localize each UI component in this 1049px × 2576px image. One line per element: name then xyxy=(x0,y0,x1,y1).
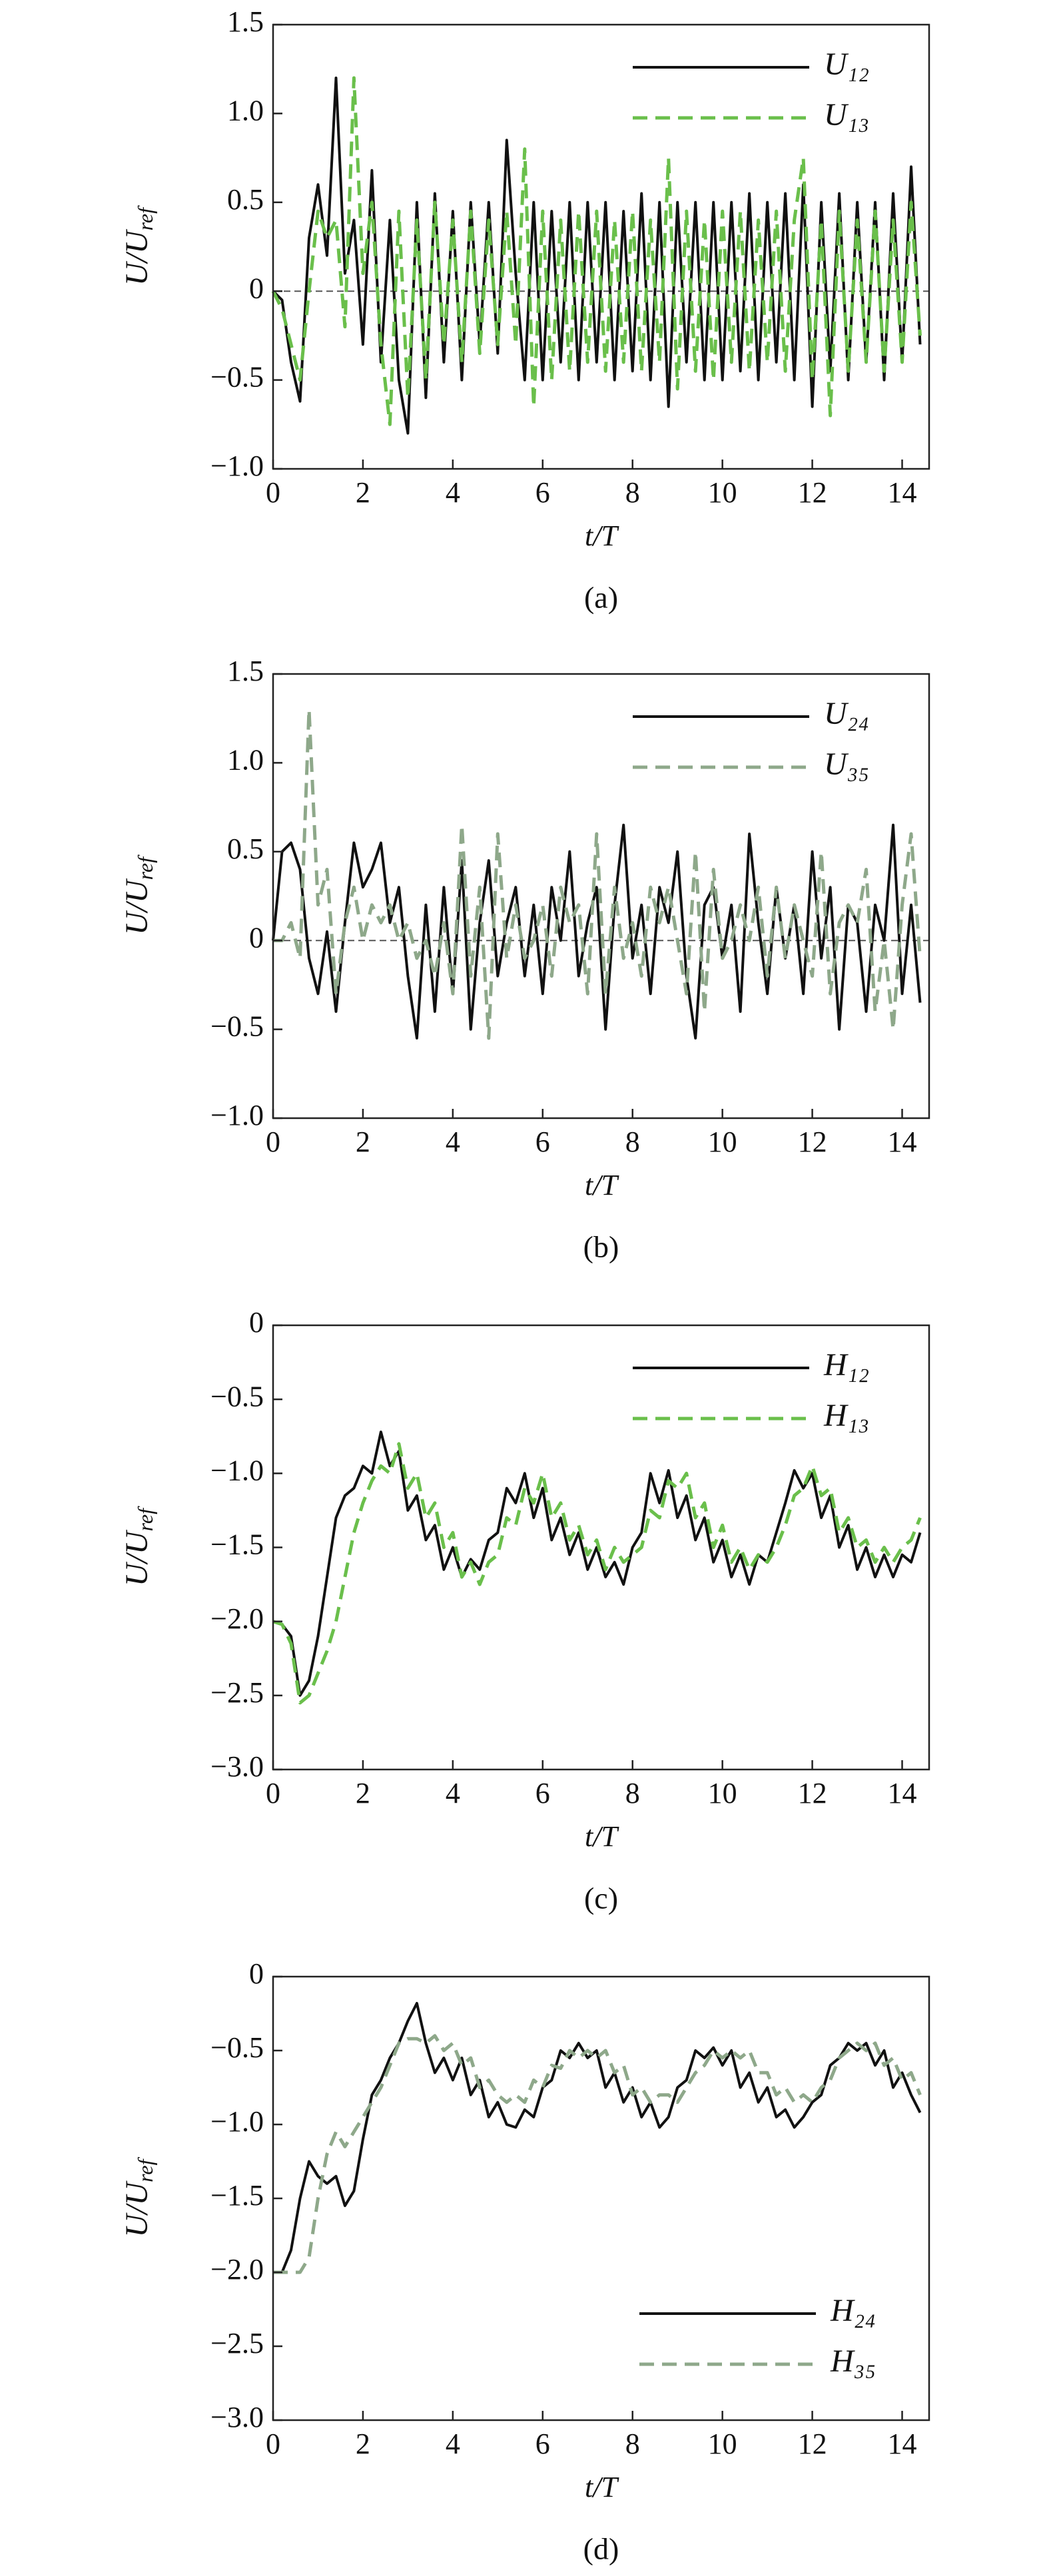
y-tick-label: −1.0 xyxy=(210,1099,264,1131)
legend-label: H₂₄ xyxy=(830,2293,876,2328)
y-axis-label-main: U/U xyxy=(119,228,155,286)
x-tick-label: 0 xyxy=(266,476,280,509)
legend-label: H₁₂ xyxy=(823,1347,869,1383)
y-tick-label: −2.0 xyxy=(210,1602,264,1635)
x-tick-label: 6 xyxy=(535,1126,550,1158)
legend-label: U₂₄ xyxy=(824,696,869,731)
x-tick-label: 0 xyxy=(266,1126,280,1158)
x-tick-label: 12 xyxy=(798,1126,827,1158)
x-tick-label: 14 xyxy=(888,1777,917,1809)
x-tick-label: 12 xyxy=(798,2427,827,2460)
series-line xyxy=(272,77,922,435)
y-tick-label: −1.0 xyxy=(210,2105,264,2138)
y-tick-label: −1.0 xyxy=(210,450,264,482)
y-tick-label: −2.0 xyxy=(210,2253,264,2286)
x-axis-label: t/T xyxy=(585,1169,619,1201)
caption: (a) xyxy=(584,581,618,615)
x-tick-label: 8 xyxy=(625,476,640,509)
y-axis-label-sub: ref xyxy=(133,854,157,880)
x-tick-label: 10 xyxy=(708,1126,737,1158)
series-line xyxy=(272,1442,922,1705)
legend-label: H₁₃ xyxy=(823,1398,869,1433)
y-tick-label: 0 xyxy=(249,1957,264,1990)
y-tick-label: 1.5 xyxy=(227,5,264,38)
y-axis-label: U/Uref xyxy=(119,1506,157,1586)
x-tick-label: 4 xyxy=(446,476,460,509)
y-tick-label: 1.0 xyxy=(227,94,264,127)
x-tick-label: 10 xyxy=(708,1777,737,1809)
x-tick-label: 14 xyxy=(888,2427,917,2460)
x-axis-label: t/T xyxy=(585,1820,619,1853)
x-tick-label: 12 xyxy=(798,476,827,509)
y-tick-label: 0.5 xyxy=(227,832,264,865)
y-axis-label: U/Uref xyxy=(119,2156,157,2237)
caption: (d) xyxy=(583,2532,619,2566)
legend-label: U₃₅ xyxy=(824,747,869,782)
y-tick-label: −2.5 xyxy=(210,2327,264,2360)
y-tick-label: −1.0 xyxy=(210,1454,264,1486)
series-line xyxy=(273,2034,922,2274)
series-line xyxy=(273,2002,922,2274)
x-tick-label: 2 xyxy=(356,1126,370,1158)
y-axis-label-main: U/U xyxy=(119,2180,155,2238)
y-tick-label: 0 xyxy=(249,272,264,304)
y-tick-label: 0 xyxy=(249,1306,264,1339)
legend-label: U₁₃ xyxy=(824,97,869,133)
series-line xyxy=(271,76,922,426)
legend-label: U₁₂ xyxy=(824,47,869,82)
series-line xyxy=(272,823,922,1040)
x-tick-label: 2 xyxy=(356,1777,370,1809)
x-tick-label: 10 xyxy=(708,2427,737,2460)
plot-frame xyxy=(272,23,930,470)
plot-frame xyxy=(272,1324,930,1771)
x-tick-label: 4 xyxy=(446,1777,460,1809)
x-tick-label: 8 xyxy=(625,1777,640,1809)
x-axis-label: t/T xyxy=(585,519,619,552)
x-tick-label: 6 xyxy=(535,1777,550,1809)
y-tick-label: −0.5 xyxy=(210,1380,264,1413)
y-tick-label: 0 xyxy=(249,921,264,954)
x-tick-label: 2 xyxy=(356,476,370,509)
y-axis-label-sub: ref xyxy=(133,205,157,230)
y-tick-label: −3.0 xyxy=(210,1750,264,1783)
x-tick-label: 12 xyxy=(798,1777,827,1809)
x-tick-label: 14 xyxy=(888,1126,917,1158)
y-tick-label: −0.5 xyxy=(210,361,264,394)
series-line xyxy=(272,1431,922,1697)
y-tick-label: 1.5 xyxy=(227,655,264,687)
y-tick-label: −3.0 xyxy=(210,2401,264,2433)
x-tick-label: 8 xyxy=(625,1126,640,1158)
y-axis-label-sub: ref xyxy=(133,2156,157,2182)
y-tick-label: 0.5 xyxy=(227,183,264,216)
y-tick-label: −0.5 xyxy=(210,2031,264,2064)
x-axis-label: t/T xyxy=(585,2471,619,2503)
x-tick-label: 0 xyxy=(266,2427,280,2460)
series-line xyxy=(273,707,922,1040)
x-tick-label: 2 xyxy=(356,2427,370,2460)
x-tick-label: 6 xyxy=(535,476,550,509)
y-tick-label: 1.0 xyxy=(227,743,264,776)
x-tick-label: 6 xyxy=(535,2427,550,2460)
y-tick-label: −0.5 xyxy=(210,1010,264,1043)
y-tick-label: −1.5 xyxy=(210,1528,264,1561)
caption: (c) xyxy=(584,1881,618,1915)
x-tick-label: 0 xyxy=(266,1777,280,1809)
legend-label: H₃₅ xyxy=(830,2344,876,2379)
y-axis-label-sub: ref xyxy=(133,1506,157,1531)
y-tick-label: −1.5 xyxy=(210,2179,264,2212)
x-tick-label: 4 xyxy=(446,2427,460,2460)
x-tick-label: 10 xyxy=(708,476,737,509)
y-axis-label-main: U/U xyxy=(119,1529,155,1586)
y-tick-label: −2.5 xyxy=(210,1676,264,1709)
x-tick-label: 8 xyxy=(625,2427,640,2460)
y-axis-label: U/Uref xyxy=(119,854,157,935)
x-tick-label: 14 xyxy=(888,476,917,509)
caption: (b) xyxy=(583,1230,619,1264)
plot-frame xyxy=(272,673,930,1120)
x-tick-label: 4 xyxy=(446,1126,460,1158)
y-axis-label: U/Uref xyxy=(119,205,157,286)
y-axis-label-main: U/U xyxy=(119,878,155,935)
